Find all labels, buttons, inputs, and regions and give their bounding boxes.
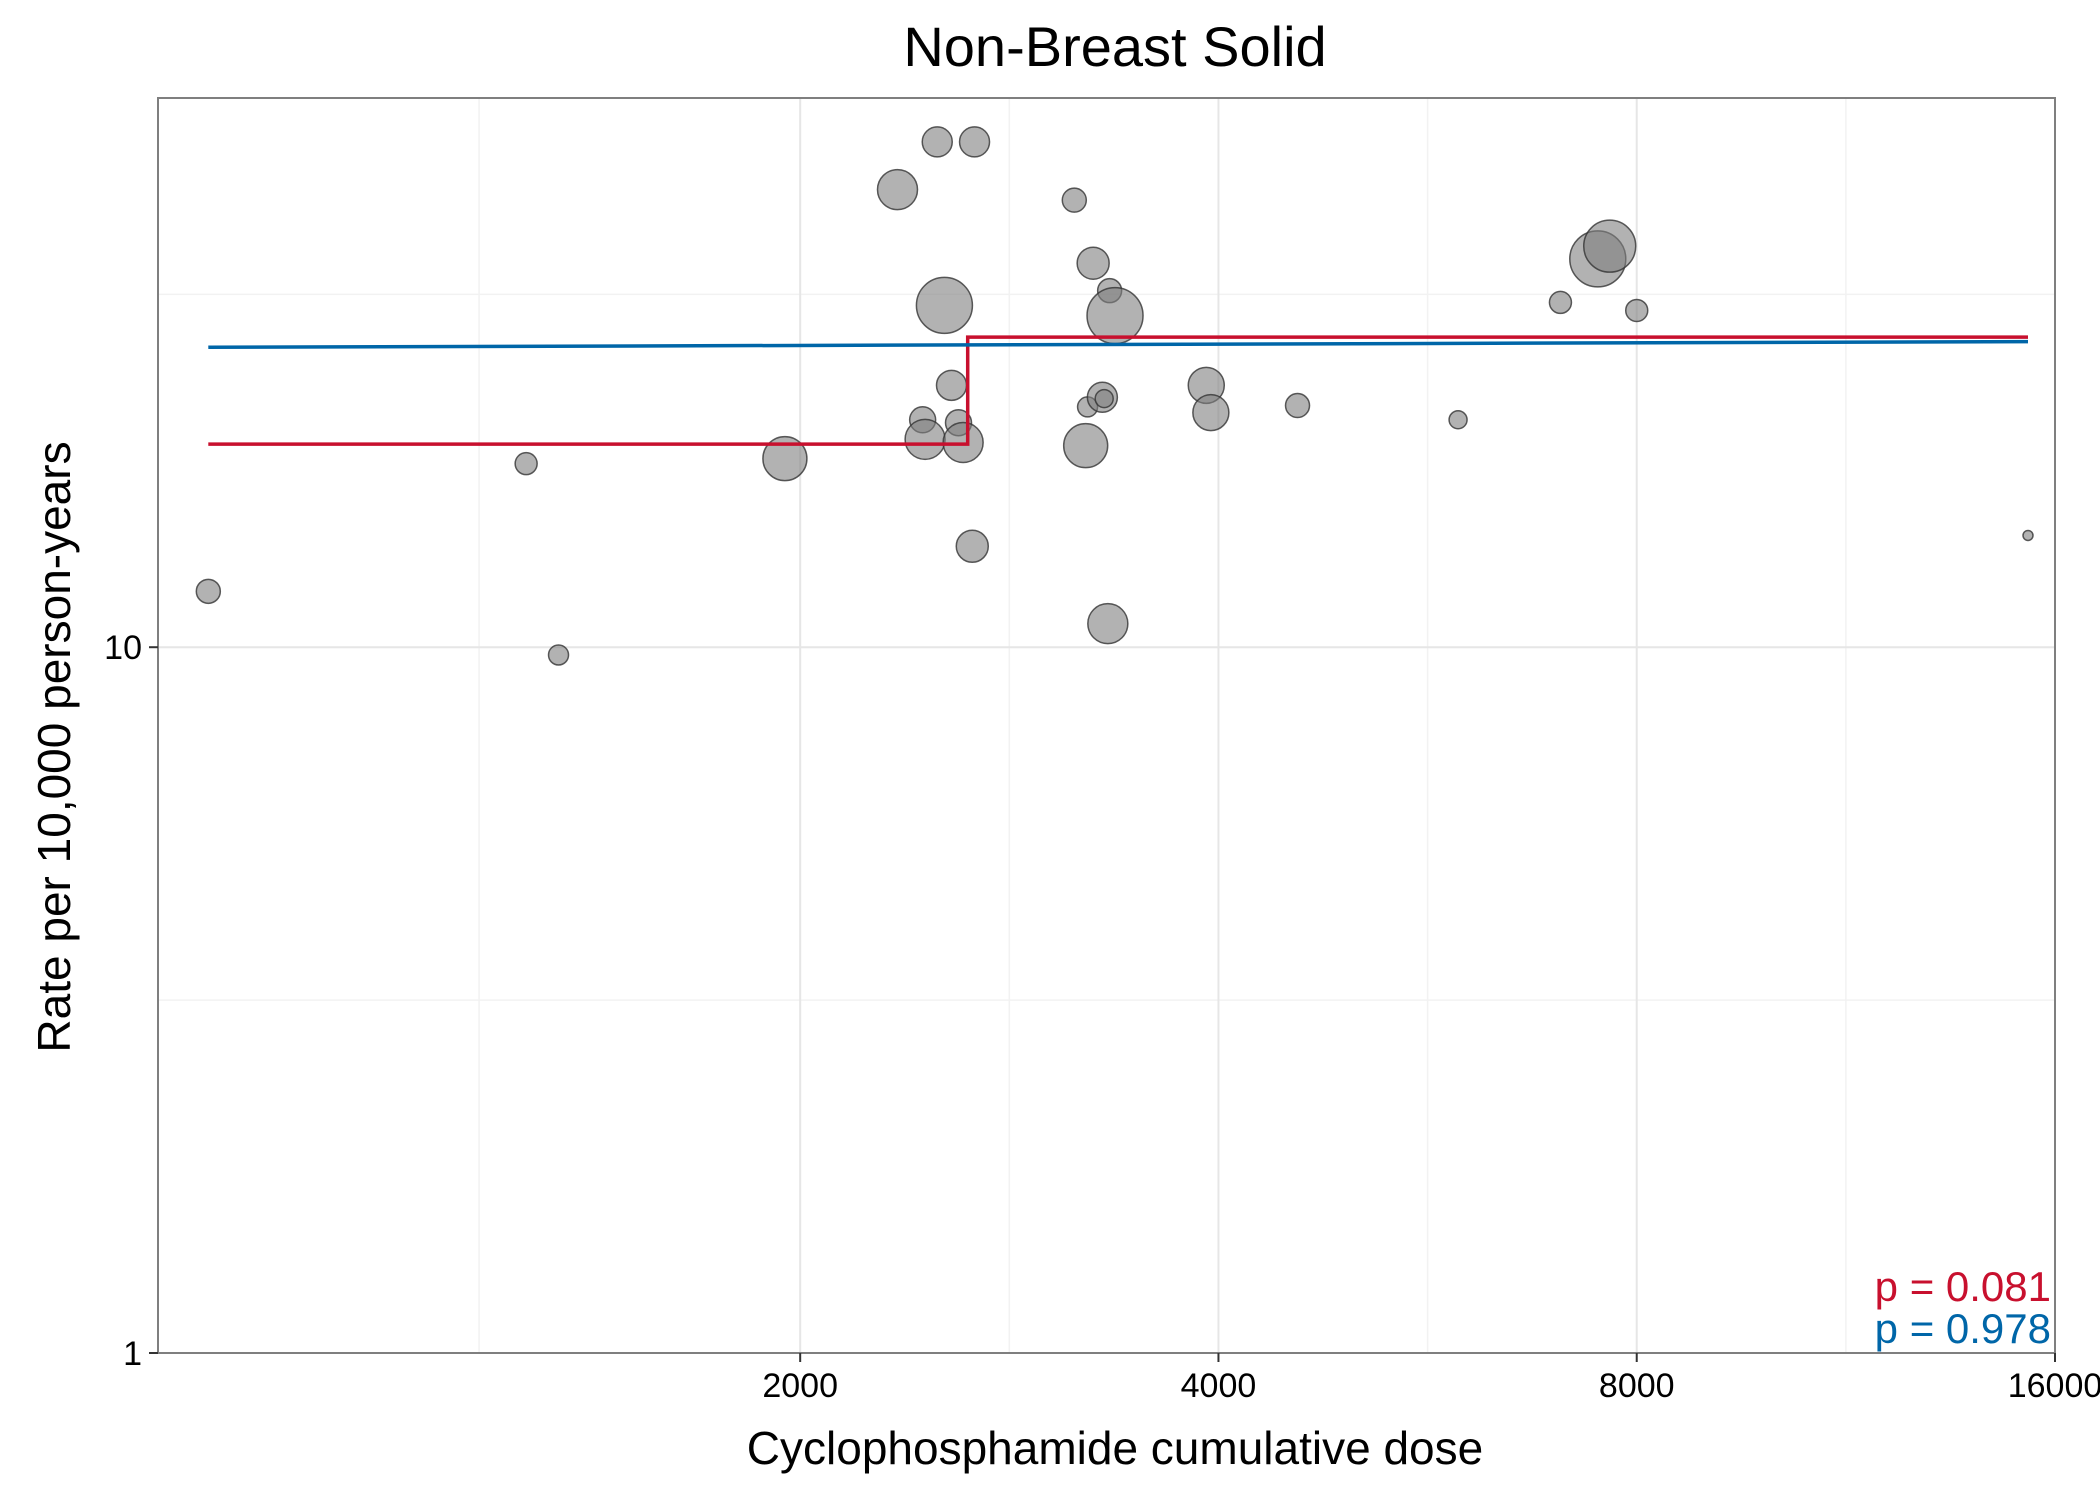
data-point bbox=[955, 529, 990, 564]
data-point bbox=[2022, 529, 2034, 542]
data-point bbox=[1087, 602, 1129, 645]
data-point bbox=[1548, 290, 1573, 315]
plot-border bbox=[157, 97, 2056, 1354]
x-axis-title: Cyclophosphamide cumulative dose bbox=[747, 1422, 1483, 1474]
data-point bbox=[876, 168, 919, 211]
p-value-label: p = 0.081 bbox=[1875, 1263, 2051, 1310]
data-point bbox=[1061, 187, 1088, 213]
data-point bbox=[1624, 298, 1649, 323]
data-point bbox=[921, 126, 953, 158]
chart-title: Non-Breast Solid bbox=[903, 15, 1326, 78]
y-tick-label: 10 bbox=[104, 629, 142, 667]
data-point bbox=[915, 276, 974, 335]
data-point bbox=[547, 644, 570, 666]
y-tick-label: 1 bbox=[123, 1335, 142, 1373]
x-tick-label: 4000 bbox=[1181, 1367, 1257, 1405]
p-value-label: p = 0.978 bbox=[1875, 1305, 2051, 1352]
data-point bbox=[935, 369, 968, 402]
data-point bbox=[1284, 392, 1311, 419]
data-point bbox=[1076, 246, 1110, 280]
x-tick-label: 2000 bbox=[762, 1367, 838, 1405]
data-point bbox=[904, 418, 946, 461]
data-point bbox=[514, 451, 538, 476]
trend-fit-line bbox=[208, 339, 2029, 350]
x-tick-label: 16000 bbox=[2008, 1367, 2100, 1405]
data-point bbox=[1448, 410, 1468, 430]
data-point bbox=[1086, 286, 1144, 345]
x-tick-label: 8000 bbox=[1599, 1367, 1675, 1405]
data-point bbox=[1192, 393, 1230, 432]
data-point bbox=[762, 435, 808, 482]
y-axis-title: Rate per 10,000 person-years bbox=[28, 441, 80, 1052]
data-point bbox=[1094, 388, 1114, 409]
data-point bbox=[1062, 422, 1109, 469]
data-point bbox=[1582, 219, 1637, 273]
data-point bbox=[195, 578, 222, 605]
data-point bbox=[958, 126, 991, 158]
step-fit-line bbox=[208, 335, 2028, 446]
